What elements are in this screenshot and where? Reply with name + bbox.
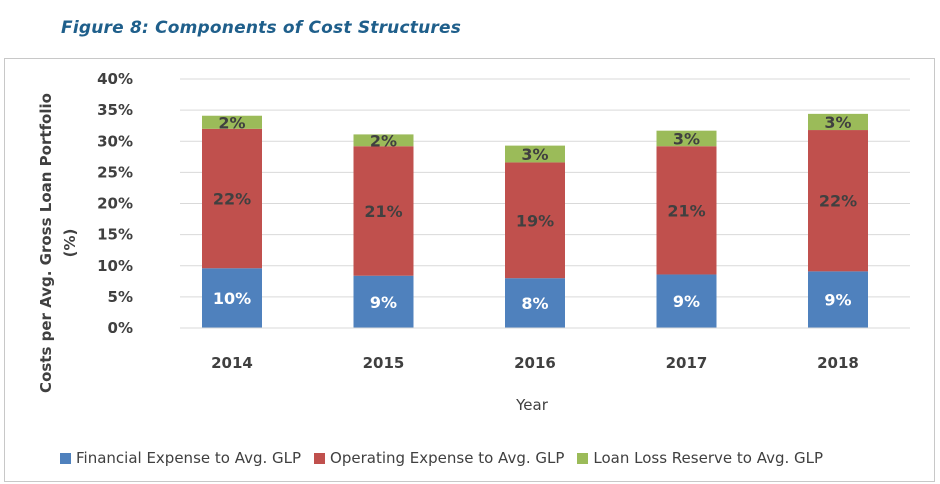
data-labels: 10% 22% 2% 9% 21% 2% 8% 19% 3% 9% 21% 3% 9% 22% 3% [213,113,857,313]
y-tick-label: 40% [97,70,133,88]
bar-segment [656,146,717,275]
bar-segment [656,274,717,328]
data-label: 8% [521,294,548,313]
legend-swatch-financial [60,452,71,464]
x-axis-title: Year [515,396,549,414]
data-label: 2% [370,131,397,150]
bar-segment [656,130,717,147]
bar-segment [353,146,414,276]
bar-segment [505,145,565,163]
data-label: 21% [667,201,705,220]
y-axis-title-line1: Costs per Avg. Gross Loan Portfolio [37,93,55,393]
bar-segment [202,115,262,129]
bar-segment [202,128,262,269]
bar-segment [808,130,868,272]
data-label: 3% [824,113,851,132]
bar-segment [808,271,868,328]
x-tick-label: 2018 [817,354,859,372]
bar-segment [353,134,414,147]
legend-label-operating: Operating Expense to Avg. GLP [330,449,565,467]
data-label: 9% [673,292,700,311]
figure-caption: Figure 8: Components of Cost Structures [61,18,462,38]
x-tick-label: 2017 [666,354,708,372]
bar-segment [505,162,565,279]
data-label: 3% [673,129,700,148]
bar-segment [353,275,414,328]
y-tick-label: 30% [97,132,133,150]
y-tick-label: 35% [97,101,133,119]
data-label: 9% [370,293,397,312]
bar-segment [808,113,868,131]
chart-frame [4,58,935,482]
data-label: 19% [516,211,554,230]
data-label: 10% [213,289,251,308]
y-axis-title-line2: (%) [61,229,79,258]
y-axis-title: Costs per Avg. Gross Loan Portfolio (%) [37,93,79,393]
bar-segment [505,278,565,328]
legend-label-financial: Financial Expense to Avg. GLP [76,449,302,467]
data-label: 22% [819,192,857,211]
x-tick-label: 2016 [514,354,556,372]
legend-label-loan-loss: Loan Loss Reserve to Avg. GLP [593,449,824,467]
legend: Financial Expense to Avg. GLP Operating … [60,449,900,467]
bar-segment [202,268,262,328]
data-label: 22% [213,190,251,209]
data-label: 9% [824,291,851,310]
y-tick-label: 15% [97,226,133,244]
bars [202,113,868,328]
x-tick-labels: 2014 2015 2016 2017 2018 [211,354,859,372]
legend-swatch-loan-loss [577,452,589,464]
legend-item-operating: Operating Expense to Avg. GLP [314,449,564,467]
y-tick-labels: 0% 5% 10% 15% 20% 25% 30% 35% 40% [97,70,133,337]
data-label: 2% [218,113,245,132]
data-label: 3% [521,145,548,164]
legend-swatch-operating [314,452,326,464]
y-tick-label: 0% [108,319,133,337]
y-tick-label: 10% [97,257,133,275]
x-tick-label: 2014 [211,354,253,372]
y-tick-label: 5% [108,288,133,306]
legend-item-loan-loss: Loan Loss Reserve to Avg. GLP [577,449,823,467]
legend-item-financial: Financial Expense to Avg. GLP [60,449,301,467]
y-tick-label: 25% [97,163,133,181]
y-tick-label: 20% [97,195,133,213]
data-label: 21% [364,202,402,221]
x-tick-label: 2015 [363,354,405,372]
